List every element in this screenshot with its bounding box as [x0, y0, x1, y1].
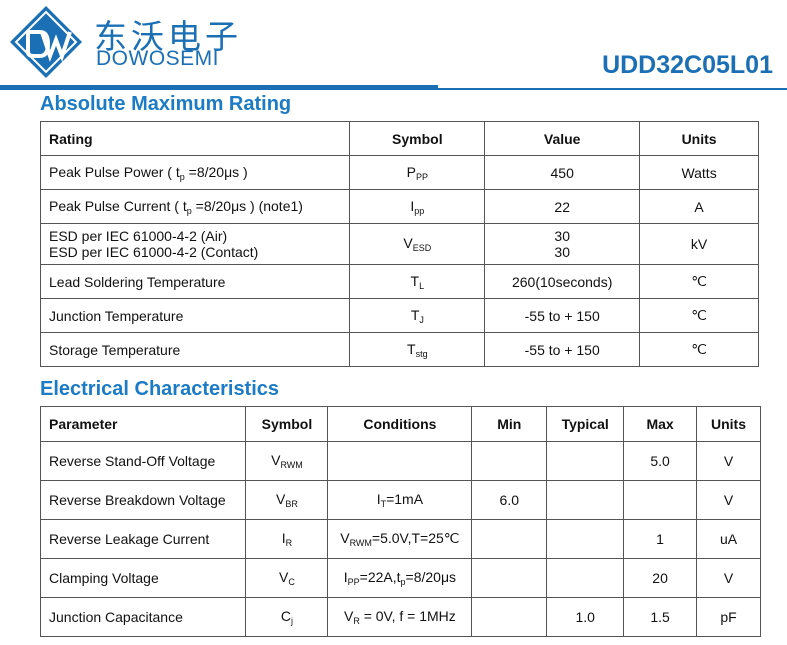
symbol-cell: VRWM	[245, 441, 329, 481]
conditions-cell: VR = 0V, f = 1MHz	[327, 597, 473, 637]
units-cell: ℃	[639, 298, 759, 333]
symbol-cell: Tstg	[349, 332, 486, 367]
table-row: Junction Temperature TJ -55 to + 150 ℃	[39, 298, 759, 333]
symbol-cell: VC	[245, 558, 329, 598]
header-divider-thin	[438, 88, 787, 90]
brand-name-english: DOWOSEMI	[96, 47, 219, 70]
value-cell: 22	[484, 189, 641, 224]
units-cell: pF	[696, 597, 761, 637]
table-row: Peak Pulse Current ( tp =8/20μs ) (note1…	[39, 189, 759, 224]
units-cell: A	[639, 189, 759, 224]
max-cell: 5.0	[623, 441, 697, 481]
table-row: Storage Temperature Tstg -55 to + 150 ℃	[39, 332, 759, 367]
units-cell: kV	[639, 223, 759, 265]
value-cell: -55 to + 150	[484, 298, 641, 333]
table-row: Reverse Breakdown Voltage VBR IT=1mA 6.0…	[39, 480, 761, 520]
units-cell: ℃	[639, 264, 759, 299]
abs-max-table: Rating Symbol Value Units Peak Pulse Pow…	[39, 121, 759, 367]
value-cell: 260(10seconds)	[484, 264, 641, 299]
typical-cell	[546, 480, 625, 520]
electrical-table: Parameter Symbol Conditions Min Typical …	[39, 406, 761, 637]
column-header: Rating	[39, 121, 351, 156]
units-cell: ℃	[639, 332, 759, 367]
column-header: Min	[471, 406, 548, 442]
column-header: Units	[696, 406, 761, 442]
min-cell	[471, 519, 548, 559]
min-cell	[471, 558, 548, 598]
symbol-cell: TJ	[349, 298, 486, 333]
typical-cell	[546, 519, 625, 559]
part-number: UDD32C05L01	[602, 51, 773, 79]
parameter-cell: Reverse Breakdown Voltage	[39, 480, 247, 520]
column-header: Units	[639, 121, 759, 156]
conditions-cell: VRWM=5.0V,T=25℃	[327, 519, 473, 559]
column-header: Typical	[546, 406, 625, 442]
column-header: Symbol	[245, 406, 329, 442]
units-cell: Watts	[639, 155, 759, 190]
document-header: 东沃电子 DOWOSEMI UDD32C05L01	[0, 0, 787, 92]
typical-cell: 1.0	[546, 597, 625, 637]
column-header: Value	[484, 121, 641, 156]
min-cell: 6.0	[471, 480, 548, 520]
units-cell: V	[696, 558, 761, 598]
column-header: Max	[623, 406, 697, 442]
table-row: Peak Pulse Power ( tp =8/20μs ) PPP 450 …	[39, 155, 759, 190]
typical-cell	[546, 441, 625, 481]
header-divider	[0, 85, 438, 90]
rating-cell: ESD per IEC 61000-4-2 (Air) ESD per IEC 6…	[39, 223, 351, 265]
min-cell	[471, 597, 548, 637]
value-cell: -55 to + 150	[484, 332, 641, 367]
parameter-cell: Clamping Voltage	[39, 558, 247, 598]
rating-cell: Storage Temperature	[39, 332, 351, 367]
max-cell: 1.5	[623, 597, 697, 637]
min-cell	[471, 441, 548, 481]
table-row: Lead Soldering Temperature TL 260(10seco…	[39, 264, 759, 299]
column-header: Parameter	[39, 406, 247, 442]
symbol-cell: VESD	[349, 223, 486, 265]
table-row: Reverse Stand-Off Voltage VRWM 5.0 V	[39, 441, 761, 481]
parameter-cell: Reverse Leakage Current	[39, 519, 247, 559]
electrical-title: Electrical Characteristics	[40, 378, 280, 400]
column-header: Conditions	[327, 406, 473, 442]
table-row: Junction Capacitance Cj VR = 0V, f = 1MH…	[39, 597, 761, 637]
conditions-cell: IT=1mA	[327, 480, 473, 520]
table-header-row: Parameter Symbol Conditions Min Typical …	[39, 406, 761, 442]
value-cell: 450	[484, 155, 641, 190]
rating-cell: Junction Temperature	[39, 298, 351, 333]
units-cell: uA	[696, 519, 761, 559]
symbol-cell: Ipp	[349, 189, 486, 224]
symbol-cell: PPP	[349, 155, 486, 190]
table-row: Clamping Voltage VC IPP=22A,tp=8/20μs 20…	[39, 558, 761, 598]
symbol-cell: IR	[245, 519, 329, 559]
max-cell	[623, 480, 697, 520]
units-cell: V	[696, 480, 761, 520]
parameter-cell: Junction Capacitance	[39, 597, 247, 637]
brand-name-chinese: 东沃电子	[94, 17, 242, 56]
conditions-cell	[327, 441, 473, 481]
column-header: Symbol	[349, 121, 486, 156]
symbol-cell: Cj	[245, 597, 329, 637]
rating-cell: Peak Pulse Power ( tp =8/20μs )	[39, 155, 351, 190]
table-header-row: Rating Symbol Value Units	[39, 121, 759, 156]
abs-max-title: Absolute Maximum Rating	[40, 93, 292, 115]
symbol-cell: TL	[349, 264, 486, 299]
rating-cell: Lead Soldering Temperature	[39, 264, 351, 299]
typical-cell	[546, 558, 625, 598]
table-row: Reverse Leakage Current IR VRWM=5.0V,T=2…	[39, 519, 761, 559]
conditions-cell: IPP=22A,tp=8/20μs	[327, 558, 473, 598]
max-cell: 1	[623, 519, 697, 559]
max-cell: 20	[623, 558, 697, 598]
parameter-cell: Reverse Stand-Off Voltage	[39, 441, 247, 481]
dowosemi-logo-icon	[10, 6, 82, 78]
rating-cell: Peak Pulse Current ( tp =8/20μs ) (note1…	[39, 189, 351, 224]
symbol-cell: VBR	[245, 480, 329, 520]
value-cell: 30 30	[484, 223, 641, 265]
units-cell: V	[696, 441, 761, 481]
table-row: ESD per IEC 61000-4-2 (Air) ESD per IEC 6…	[39, 223, 759, 265]
